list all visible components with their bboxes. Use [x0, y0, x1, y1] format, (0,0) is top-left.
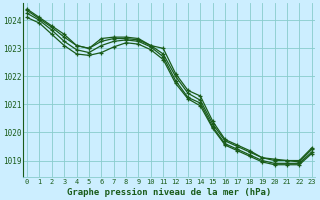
- X-axis label: Graphe pression niveau de la mer (hPa): Graphe pression niveau de la mer (hPa): [67, 188, 272, 197]
